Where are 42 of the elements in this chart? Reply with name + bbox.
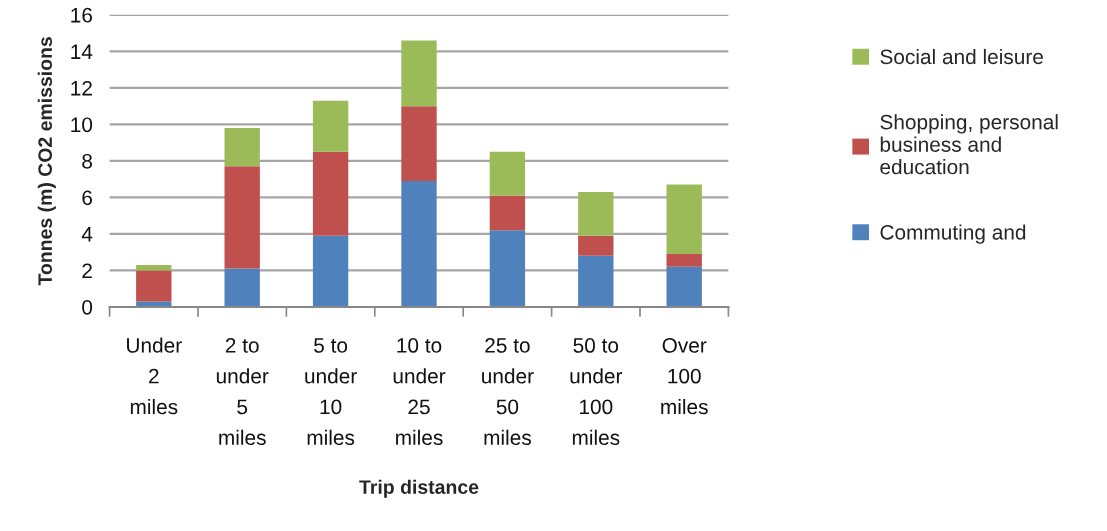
bar: [136, 301, 172, 307]
bar: [401, 106, 437, 181]
y-tick-label: 14: [71, 44, 93, 59]
bar: [224, 128, 260, 167]
bar: [489, 195, 526, 231]
bar: [401, 180, 437, 307]
y-tick-label: 12: [71, 80, 92, 96]
bar: [136, 270, 172, 302]
legend-label: Commuting and: [880, 224, 1026, 244]
bar: [312, 151, 349, 236]
y-tick-label: 0: [82, 299, 93, 315]
x-tick-label: 25 to under 50 miles: [482, 338, 534, 446]
bar: [401, 40, 437, 107]
x-tick-label: Under 2 miles: [127, 337, 182, 415]
y-tick-label: 2: [82, 263, 92, 278]
x-axis-title: Trip distance: [359, 479, 479, 498]
y-tick-label: 4: [81, 227, 93, 242]
legend-label: Social and leisure: [880, 48, 1043, 65]
bar: [136, 264, 172, 271]
x-tick-label: 2 to under 5 miles: [216, 338, 269, 446]
y-tick-label: 16: [71, 7, 93, 23]
x-tick-label: 5 to under 10 miles: [305, 338, 357, 446]
bar: [224, 268, 260, 307]
bar: [312, 100, 349, 152]
bar: [578, 255, 614, 307]
x-tick-label: 10 to under 25 miles: [393, 338, 446, 446]
x-tick-label: Over 100 miles: [661, 338, 708, 415]
bar: [666, 184, 702, 254]
bar: [489, 230, 526, 307]
bar: [666, 266, 702, 307]
bar: [666, 253, 702, 267]
bar: [578, 191, 614, 236]
bar: [312, 235, 349, 307]
y-axis-title: Tonnes (m) CO2 emissions: [37, 37, 56, 286]
y-tick-label: 8: [82, 153, 93, 169]
y-tick-label: 10: [71, 117, 93, 133]
bar: [224, 166, 260, 269]
bar: [489, 151, 526, 196]
legend-label: Shopping, personal business and education: [880, 114, 1058, 175]
x-tick-label: 50 to under 100 miles: [570, 338, 623, 446]
y-tick-label: 6: [82, 190, 93, 206]
bar: [578, 235, 614, 256]
